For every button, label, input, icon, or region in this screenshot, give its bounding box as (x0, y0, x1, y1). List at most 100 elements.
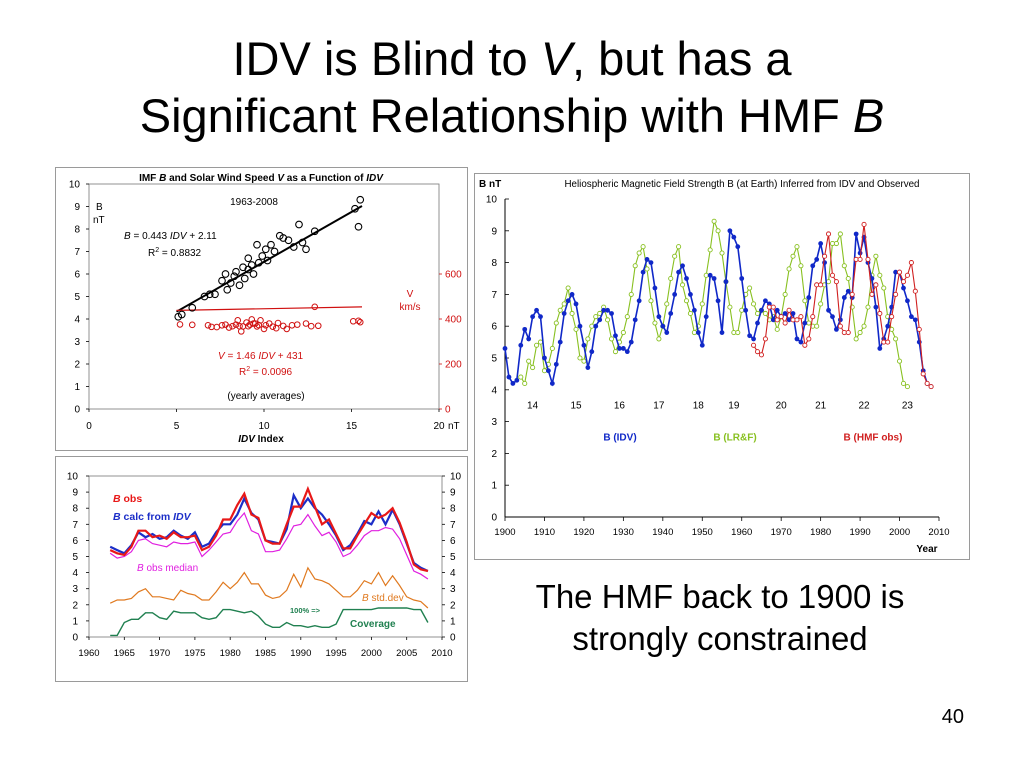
v-point (222, 321, 229, 328)
obs-point (916, 326, 922, 332)
idv-point (534, 307, 539, 313)
slide-title-line-2: Significant Relationship with HMF B (0, 87, 1024, 144)
y-tick-label: 9 (491, 226, 497, 237)
y-tick-label: 8 (74, 225, 80, 236)
y-tick-label: 4 (72, 568, 78, 579)
lrf-point (841, 263, 847, 269)
idv-point (549, 381, 555, 386)
x-tick-label: 1990 (290, 648, 311, 659)
idv-point (759, 307, 764, 313)
v-fit-r2: R2 = 0.0096 (239, 366, 293, 378)
x-tick-label: 0 (86, 421, 92, 432)
obs-point (904, 272, 910, 278)
y-tick-label: 0 (74, 405, 80, 416)
v-point (225, 324, 233, 331)
title-text: Significant Relationship with HMF (139, 89, 853, 142)
y-tick-label: 10 (69, 180, 81, 191)
obs-point (837, 323, 843, 329)
lrf-point (896, 358, 903, 364)
timeseries-chart: 0 0 1 1 2 2 3 3 4 4 5 5 6 6 7 7 8 8 9 9 10 10 1960 1965 1970 1975… (67, 472, 462, 660)
lrf-point (561, 301, 567, 307)
idv-point (530, 314, 536, 320)
b-point (235, 281, 244, 290)
idv-point (715, 298, 721, 304)
obs-point (928, 384, 934, 390)
obs-point (825, 231, 832, 237)
title-text: IDV is Blind to (232, 32, 541, 85)
scatter-chart-panel: IMF B and Solar Wind Speed V as a Functi… (55, 167, 468, 451)
x-tick-label: 20 (433, 421, 445, 432)
lrf-point (605, 317, 611, 323)
lrf-point (900, 380, 907, 386)
title-italic: B (852, 89, 885, 142)
obs-point (845, 330, 851, 336)
lrf-point (735, 330, 741, 336)
idv-point (853, 231, 859, 237)
idv-point (672, 292, 678, 297)
obs-point (865, 256, 871, 262)
b-point (289, 243, 298, 251)
v-point (229, 322, 236, 330)
v-point (204, 322, 212, 329)
b-point (188, 303, 197, 312)
obs-point (857, 256, 863, 262)
v-point (302, 320, 310, 327)
x-tick-label: 1900 (494, 527, 515, 538)
lrf-point (754, 310, 761, 317)
y-tick-label: 6 (491, 322, 497, 333)
idv-point (877, 346, 883, 351)
b-point (244, 254, 253, 263)
y2-tick-label: 7 (450, 520, 456, 531)
lrf-point (802, 298, 808, 304)
x-tick-label: 1980 (810, 527, 831, 538)
idv-point (684, 276, 689, 281)
lrf-point (687, 310, 693, 317)
v-point (279, 322, 287, 330)
y2-tick-label: 6 (450, 536, 456, 547)
idv-point (873, 304, 879, 310)
v-point (293, 321, 301, 328)
series-line (520, 219, 908, 388)
b-point (247, 261, 256, 269)
y-axis-title: B (96, 202, 103, 213)
idv-point (522, 326, 528, 332)
y-tick-label: 0 (72, 633, 78, 644)
obs-point (798, 314, 804, 320)
y-tick-label: 8 (72, 504, 78, 515)
lrf-point (719, 250, 725, 256)
y-tick-label: 0 (491, 513, 497, 524)
lrf-point (589, 323, 595, 329)
lrf-point (853, 336, 859, 342)
idv-point (561, 311, 567, 316)
b_std-line (109, 566, 429, 609)
obs-point (833, 279, 839, 285)
idv-point (830, 314, 835, 320)
idv-point (743, 307, 749, 313)
b-point (177, 310, 186, 319)
x-tick-label: 1965 (114, 648, 135, 659)
y2-axis-unit: km/s (399, 302, 420, 313)
idv-point (514, 377, 520, 383)
y2-tick-label: 4 (450, 568, 456, 579)
y-tick-label: 7 (72, 520, 78, 531)
x-tick-label: 1910 (534, 527, 555, 538)
b-point (254, 258, 263, 267)
cycle-number: 19 (728, 401, 740, 412)
obs-point (762, 336, 768, 342)
b-point (298, 238, 307, 247)
lrf-point (679, 282, 686, 288)
idv-point (518, 342, 524, 348)
idv-point (885, 323, 891, 329)
b-point (302, 245, 310, 254)
y-tick-label: 4 (491, 385, 497, 396)
x-tick-label: 10 (258, 421, 270, 432)
idv-point (656, 314, 662, 320)
idv-point (573, 301, 579, 307)
x-tick-label: 1920 (573, 527, 594, 538)
lrf-point (881, 285, 887, 291)
idv-point (755, 320, 760, 326)
lrf-point (541, 368, 548, 374)
scatter-chart: IMF B and Solar Wind Speed V as a Functi… (69, 173, 462, 445)
b-point (284, 236, 293, 245)
y-tick-label: 8 (491, 258, 497, 269)
